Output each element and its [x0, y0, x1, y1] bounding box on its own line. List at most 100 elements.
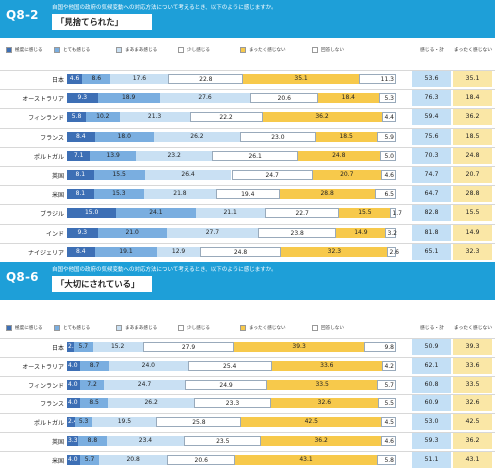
category-label: 英国	[51, 173, 64, 180]
stacked-bar: 4.0 5.7 20.8 20.6 43.1 5.8	[67, 454, 396, 465]
bar-segment: 21.1	[195, 208, 265, 219]
chart-row: オーストラリア 4.0 8.7 24.0 25.4 33.6 4.2 62.1 33.6	[0, 356, 495, 375]
stacked-bar: 4.6 8.6 17.6 22.8 35.1 11.3	[67, 74, 396, 84]
stacked-bar: 8.4 18.0 26.2 23.0 18.5 5.9	[67, 131, 396, 142]
bar-segment: 33.5	[267, 379, 378, 390]
total-not-at-all-value: 18.5	[453, 128, 492, 145]
category-label: 日本	[51, 77, 64, 84]
chart-row: ポルトガル 2.4 5.3 19.5 25.8 42.5 4.5 53.0 42.5	[0, 413, 495, 431]
legend-swatch	[178, 325, 184, 331]
bar-segment: 4.0	[67, 454, 81, 465]
bar-segment: 35.1	[243, 74, 359, 84]
total-not-at-all-value: 33.5	[453, 376, 492, 393]
total-not-at-all-value: 42.5	[453, 414, 492, 431]
col-header-feel-total: 感じる・計	[420, 48, 444, 53]
panel-header: Q8-6 自国や他国の政府の気候変動への対応方法について考えるとき、以下のように…	[0, 262, 495, 300]
legend-label: まあまあ感じる	[125, 48, 158, 53]
bar-segment: 22.7	[264, 208, 340, 219]
row-divider	[0, 413, 495, 415]
stacked-bar: 3.3 8.8 23.4 23.5 36.2 4.6	[67, 436, 396, 446]
total-feel-value: 60.8	[412, 376, 451, 393]
chart-row: ナイジェリア 8.4 19.1 12.9 24.8 32.3 2.6 65.1 32.3	[0, 242, 495, 261]
bar-segment: 2.6	[387, 246, 399, 257]
row-divider	[0, 127, 495, 129]
total-not-at-all-value: 39.3	[453, 339, 492, 355]
stacked-bar: 8.1 15.5 26.4 24.7 20.7 4.6	[67, 170, 396, 180]
bar-segment: 15.2	[92, 342, 143, 352]
legend-swatch	[54, 47, 60, 53]
bar-segment: 21.0	[97, 227, 167, 238]
category-label: フィンランド	[28, 115, 64, 123]
bar-segment: 4.4	[381, 112, 396, 123]
bar-segment: 15.3	[93, 189, 145, 200]
category-label: インド	[45, 230, 64, 238]
row-divider	[0, 242, 495, 244]
bar-segment: 19.1	[94, 246, 158, 257]
bar-segment: 17.6	[110, 74, 169, 84]
bar-segment: 18.4	[318, 93, 379, 104]
col-header-feel-total: 感じる・計	[420, 326, 444, 331]
bar-segment: 5.5	[377, 398, 396, 409]
category-label: オーストラリア	[22, 363, 64, 371]
row-divider	[0, 450, 495, 452]
question-text: 自国や他国の政府の気候変動への対応方法について考えるとき、以下のように感じますか…	[52, 267, 277, 273]
bar-segment: 26.4	[144, 170, 232, 180]
bar-segment: 8.6	[82, 74, 111, 84]
bar-segment: 9.8	[363, 342, 396, 352]
total-feel-value: 75.6	[412, 128, 451, 145]
chart-row: ブラジル 15.0 24.1 21.1 22.7 15.5 1.7 82.8 15.5	[0, 204, 495, 222]
bar-segment: 23.0	[240, 131, 316, 142]
total-feel-value: 51.1	[412, 451, 451, 468]
bar-segment: 24.8	[298, 150, 380, 161]
bar-segment: 3.2	[385, 227, 397, 238]
total-feel-value: 59.3	[412, 433, 451, 449]
total-feel-value: 62.1	[412, 357, 451, 374]
bar-segment: 9.3	[67, 227, 98, 238]
bar-segment: 4.6	[380, 436, 396, 446]
bar-segment: 5.8	[67, 112, 87, 123]
category-label: ポルトガル	[33, 153, 64, 161]
bar-segment: 36.2	[262, 112, 382, 123]
bar-segment: 21.3	[119, 112, 190, 123]
bar-segment: 23.5	[184, 436, 262, 446]
stacked-bar: 2.4 5.3 19.5 25.8 42.5 4.5	[67, 417, 396, 428]
bar-segment: 20.6	[250, 93, 319, 104]
chart-row: オーストラリア 9.3 18.9 27.6 20.6 18.4 5.3 76.3 18.4	[0, 89, 495, 107]
bar-segment: 26.2	[153, 131, 241, 142]
bar-segment: 22.8	[168, 74, 244, 84]
bar-segment: 4.6	[67, 74, 83, 84]
bar-segment: 15.0	[67, 208, 117, 219]
total-feel-value: 50.9	[412, 339, 451, 355]
col-header-not-at-all: まったく感じない	[453, 326, 493, 331]
stacked-bar: 8.1 15.3 21.8 19.4 28.8 6.5	[67, 189, 396, 200]
bar-segment: 4.2	[382, 360, 396, 371]
total-not-at-all-value: 43.1	[453, 451, 492, 468]
bar-segment: 4.5	[381, 417, 396, 428]
chart-row: 英国 8.1 15.5 26.4 24.7 20.7 4.6 74.7 20.7	[0, 166, 495, 184]
bar-segment: 5.7	[73, 342, 93, 352]
bar-segment: 24.9	[185, 379, 268, 390]
row-divider	[0, 432, 495, 433]
chart-subtitle: 「見捨てられた」	[52, 14, 152, 30]
bar-segment: 8.1	[67, 189, 94, 200]
bar-segment: 18.9	[97, 93, 160, 104]
legend-swatch	[240, 47, 246, 53]
stacked-bar: 7.1 13.9 23.2 26.1 24.8 5.0	[67, 150, 396, 161]
bar-segment: 5.0	[379, 150, 396, 161]
bar-segment: 23.8	[258, 227, 337, 238]
category-label: ポルトガル	[33, 420, 64, 428]
total-feel-value: 65.1	[412, 243, 451, 260]
bar-segment: 6.5	[374, 189, 396, 200]
bar-segment: 5.8	[376, 454, 396, 465]
stacked-bar: 4.0 8.5 26.2 23.3 32.6 5.5	[67, 398, 396, 409]
total-feel-value: 81.8	[412, 224, 451, 241]
bar-segment: 24.7	[103, 379, 186, 390]
bar-segment: 21.8	[144, 189, 216, 200]
bar-segment: 11.3	[358, 74, 396, 84]
row-divider	[0, 185, 495, 187]
row-divider	[0, 375, 495, 377]
bar-segment: 19.4	[215, 189, 280, 200]
bar-segment: 5.3	[74, 417, 93, 428]
total-not-at-all-value: 36.2	[453, 433, 492, 449]
bar-segment: 33.6	[271, 360, 383, 371]
